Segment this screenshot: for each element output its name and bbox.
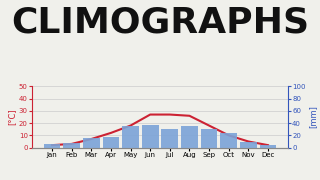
Y-axis label: [°C]: [°C] bbox=[7, 109, 16, 125]
Bar bbox=[63, 143, 80, 148]
Text: CLIMOGRAPHS: CLIMOGRAPHS bbox=[11, 5, 309, 39]
Bar bbox=[142, 125, 158, 148]
Bar bbox=[122, 126, 139, 148]
Bar bbox=[220, 133, 237, 148]
Bar bbox=[260, 145, 276, 148]
Bar bbox=[240, 142, 257, 148]
Bar bbox=[102, 137, 119, 148]
Bar bbox=[201, 129, 218, 148]
Y-axis label: [mm]: [mm] bbox=[308, 105, 317, 129]
Bar bbox=[181, 126, 198, 148]
Bar bbox=[83, 138, 100, 148]
Bar bbox=[44, 144, 60, 148]
Bar bbox=[162, 129, 178, 148]
